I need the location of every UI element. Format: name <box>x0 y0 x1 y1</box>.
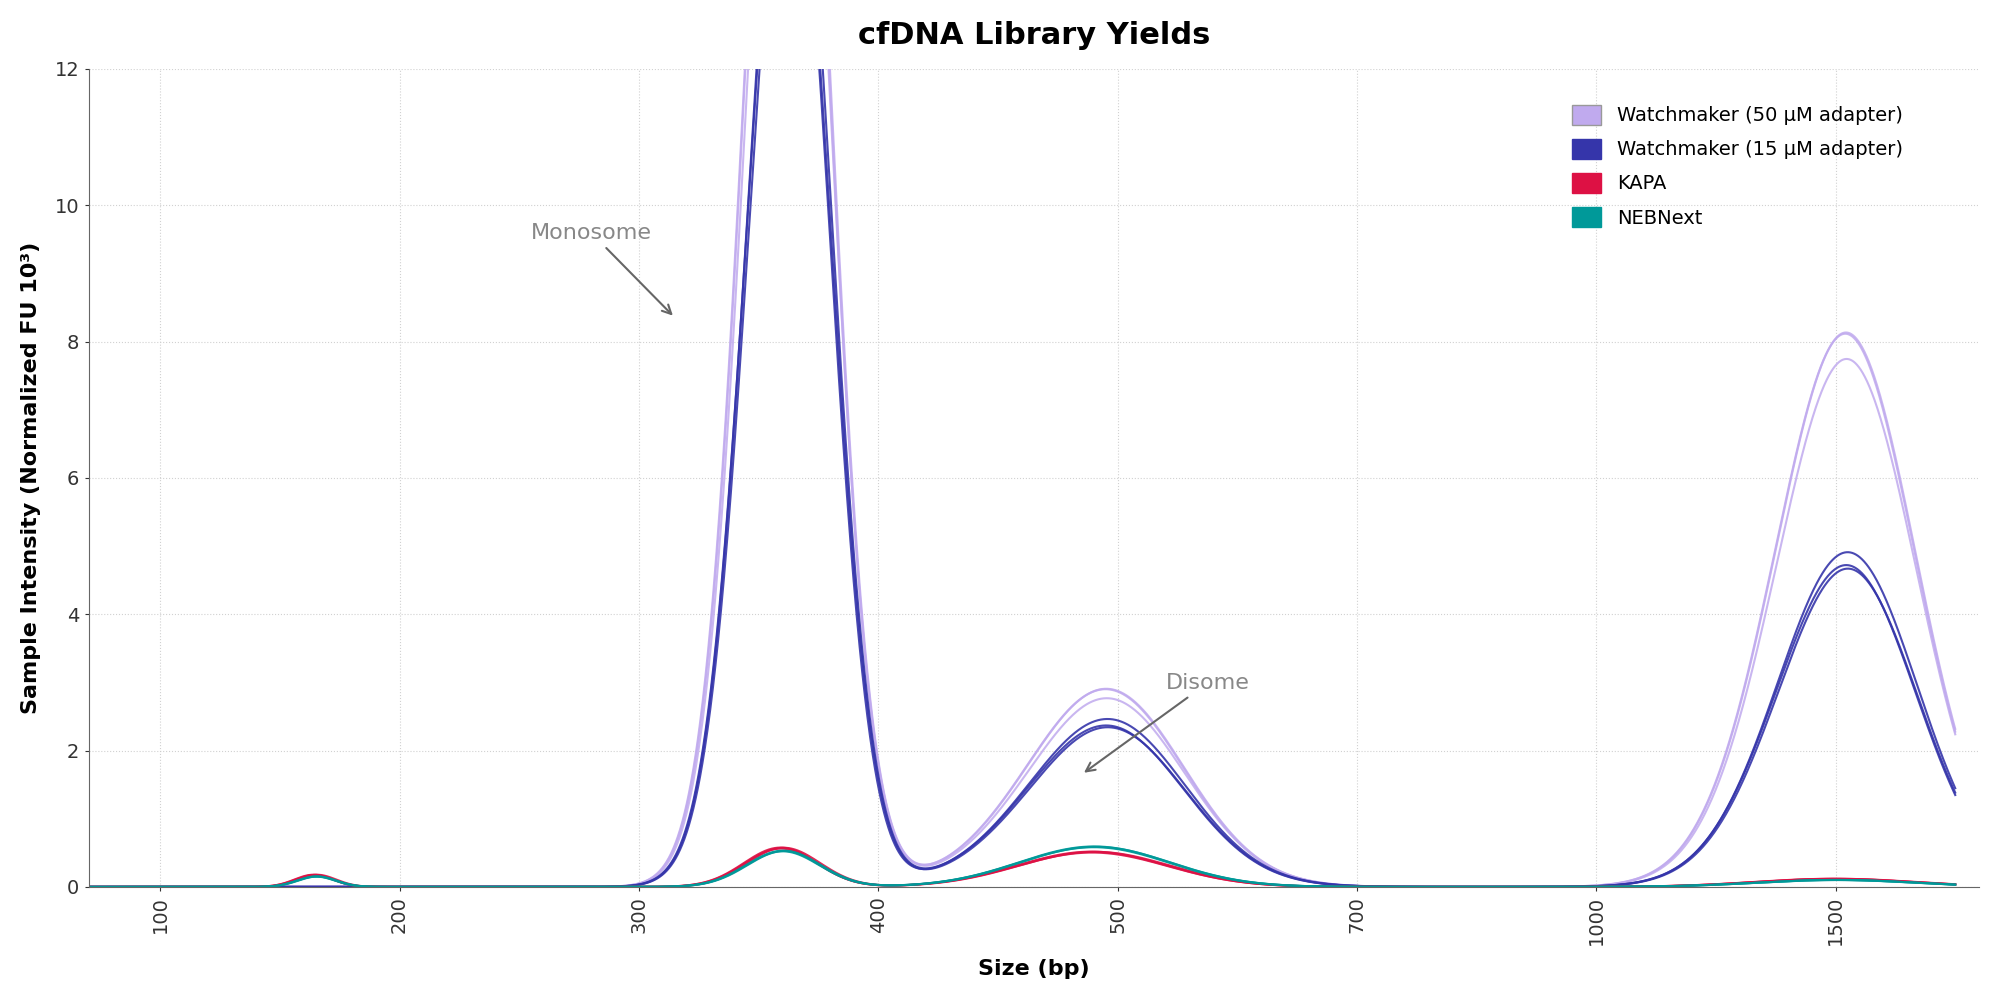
Y-axis label: Sample Intensity (Normalized FU 10³): Sample Intensity (Normalized FU 10³) <box>20 242 40 714</box>
Title: cfDNA Library Yields: cfDNA Library Yields <box>858 21 1210 50</box>
Text: Monosome: Monosome <box>532 223 672 314</box>
Legend: Watchmaker (50 μM adapter), Watchmaker (15 μM adapter), KAPA, NEBNext: Watchmaker (50 μM adapter), Watchmaker (… <box>1562 95 1912 237</box>
X-axis label: Size (bp): Size (bp) <box>978 959 1090 979</box>
Text: Disome: Disome <box>1086 673 1250 771</box>
